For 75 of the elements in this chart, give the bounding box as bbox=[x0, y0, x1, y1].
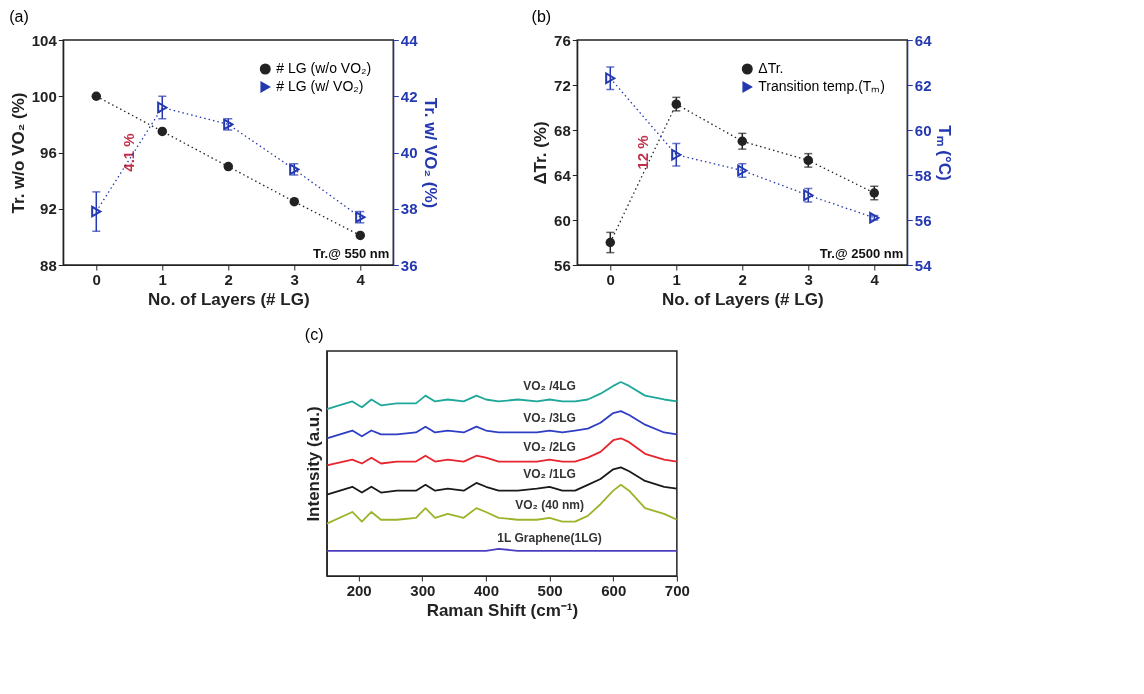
point bbox=[91, 91, 102, 101]
y-axis-title: ΔTr. (%) bbox=[531, 121, 551, 185]
x-tick-label: 2 bbox=[224, 270, 233, 288]
y-tick-label: 72 bbox=[554, 76, 571, 94]
series-label: VO₂ /4LG bbox=[523, 379, 576, 394]
x-tick-label: 700 bbox=[664, 581, 690, 599]
y-tick-label: 100 bbox=[31, 87, 57, 105]
x-tick-label: 0 bbox=[92, 270, 101, 288]
x-tick-label: 3 bbox=[804, 270, 813, 288]
point bbox=[605, 72, 616, 84]
y2-tick-label: 56 bbox=[914, 211, 932, 229]
point bbox=[605, 237, 616, 248]
x-axis-title: No. of Layers (# LG) bbox=[148, 289, 310, 309]
series-label: 1L Graphene(1LG) bbox=[497, 530, 602, 545]
x-axis-title: Raman Shift (cm⁻¹) bbox=[426, 600, 579, 620]
chart-title: (c) bbox=[304, 326, 324, 343]
y2-tick-label: 62 bbox=[914, 76, 932, 94]
y-axis-title: Intensity (a.u.) bbox=[304, 406, 324, 522]
series-label: VO₂ /2LG bbox=[523, 439, 576, 454]
point bbox=[671, 149, 682, 161]
y2-tick-label: 54 bbox=[914, 256, 933, 274]
x-tick-label: 200 bbox=[346, 581, 372, 599]
legend-label: ΔTr. bbox=[758, 60, 784, 76]
y2-axis-title: Tr. w/ VO₂ (%) bbox=[421, 97, 441, 209]
chart-title: (b) bbox=[531, 8, 552, 25]
point bbox=[91, 205, 102, 218]
y-tick-label: 92 bbox=[40, 200, 57, 218]
x-tick-label: 1 bbox=[672, 270, 681, 288]
point bbox=[355, 230, 366, 241]
x-tick-label: 600 bbox=[601, 581, 627, 599]
y-tick-label: 76 bbox=[554, 31, 571, 49]
y2-tick-label: 44 bbox=[400, 31, 419, 49]
y2-axis-title: Tₘ (°C) bbox=[935, 125, 955, 181]
x-tick-label: 500 bbox=[537, 581, 563, 599]
annotation: 12 % bbox=[634, 135, 652, 170]
x-tick-label: 3 bbox=[290, 270, 299, 288]
point bbox=[157, 101, 168, 114]
point bbox=[157, 126, 168, 137]
legend-label: # LG (w/o VO₂) bbox=[276, 60, 372, 76]
y2-tick-label: 60 bbox=[914, 121, 932, 139]
point bbox=[223, 161, 234, 172]
x-tick-label: 2 bbox=[738, 270, 747, 288]
y-tick-label: 56 bbox=[554, 256, 571, 274]
y-tick-label: 104 bbox=[31, 31, 58, 49]
y2-tick-label: 64 bbox=[914, 31, 933, 49]
point bbox=[289, 196, 300, 207]
y2-tick-label: 58 bbox=[914, 166, 932, 184]
y2-tick-label: 42 bbox=[400, 87, 418, 105]
series-label: VO₂ (40 nm) bbox=[515, 497, 584, 512]
series-label: VO₂ /3LG bbox=[523, 410, 576, 425]
y2-tick-label: 40 bbox=[400, 144, 418, 161]
x-axis-title: No. of Layers (# LG) bbox=[662, 289, 824, 309]
point bbox=[737, 136, 748, 146]
y-tick-label: 64 bbox=[554, 166, 572, 184]
chart-title: (a) bbox=[9, 8, 29, 25]
point bbox=[869, 188, 880, 198]
annotation: 4.1 % bbox=[120, 133, 138, 172]
x-tick-label: 4 bbox=[870, 270, 880, 288]
x-tick-label: 4 bbox=[356, 270, 366, 288]
annotation: Tr.@ 550 nm bbox=[313, 246, 390, 261]
series-label: VO₂ /1LG bbox=[523, 466, 576, 481]
y-axis-title: Tr. w/o VO₂ (%) bbox=[8, 92, 28, 214]
x-tick-label: 0 bbox=[606, 270, 615, 288]
y-tick-label: 68 bbox=[554, 121, 571, 139]
legend-label: # LG (w/ VO₂) bbox=[276, 78, 364, 94]
x-tick-label: 300 bbox=[410, 581, 436, 599]
x-tick-label: 400 bbox=[473, 581, 499, 599]
y-tick-label: 96 bbox=[40, 144, 57, 161]
y2-tick-label: 38 bbox=[400, 200, 418, 218]
annotation: Tr.@ 2500 nm bbox=[819, 246, 904, 261]
x-tick-label: 1 bbox=[158, 270, 167, 288]
y-tick-label: 60 bbox=[554, 211, 571, 229]
y2-tick-label: 36 bbox=[400, 256, 418, 274]
y-tick-label: 88 bbox=[40, 256, 57, 274]
legend-label: Transition temp.(Tₘ) bbox=[758, 78, 886, 94]
